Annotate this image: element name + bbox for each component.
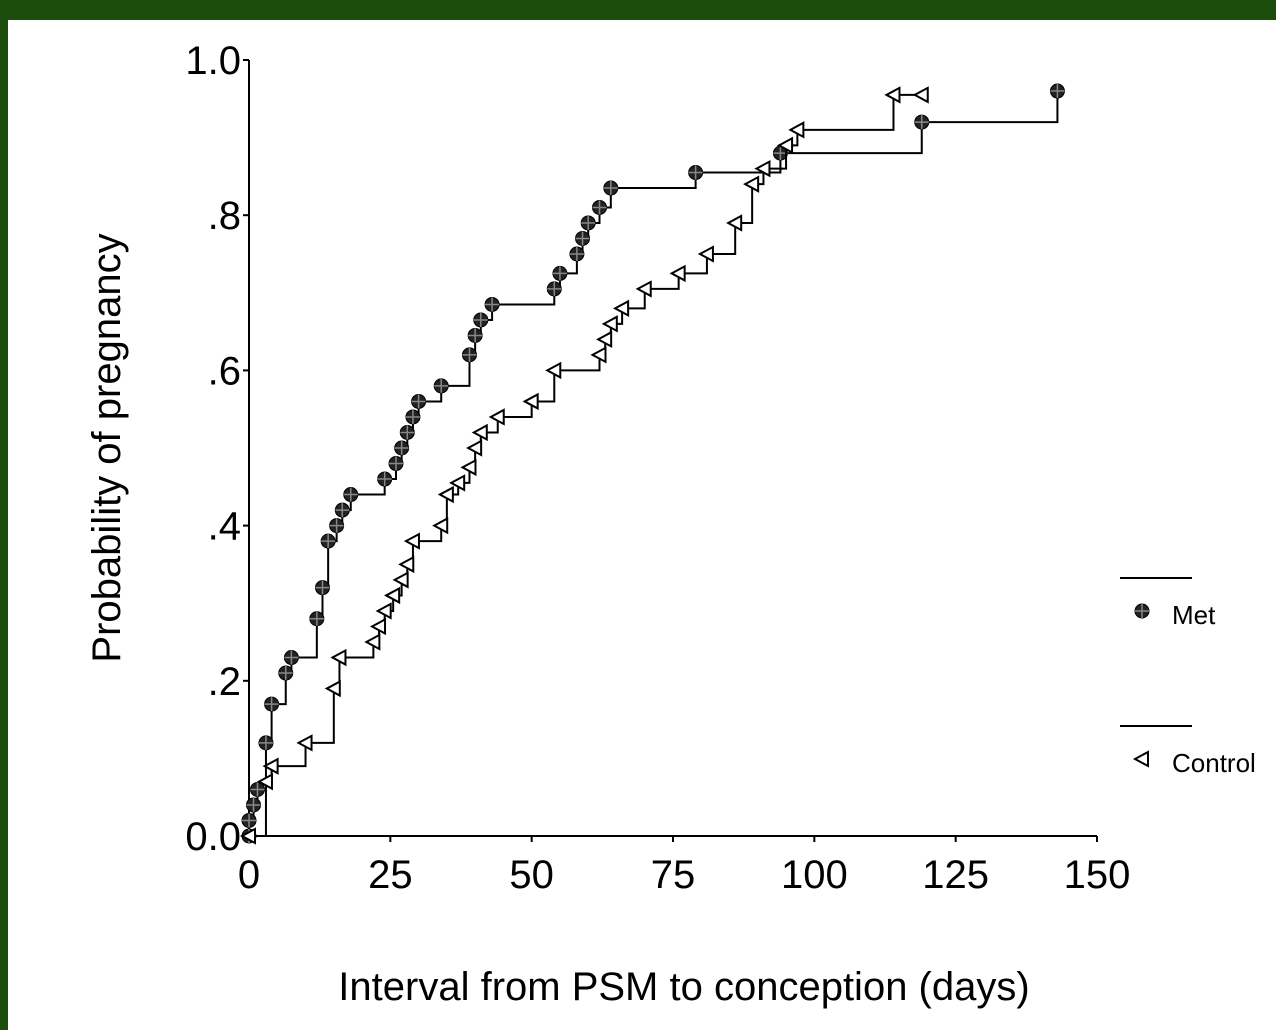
y-tick-label: .8	[208, 194, 241, 238]
marker	[369, 617, 387, 636]
marker	[635, 280, 652, 298]
marker	[433, 378, 449, 394]
step-line	[249, 93, 922, 837]
marker	[330, 648, 347, 667]
legend-marker	[1134, 603, 1150, 619]
marker	[384, 586, 401, 605]
marker	[473, 312, 489, 328]
marker	[754, 159, 771, 178]
marker	[914, 114, 930, 130]
marker	[329, 518, 345, 534]
marker	[484, 296, 500, 312]
y-tick-label: 1.0	[185, 39, 241, 83]
legend-label: Control	[1172, 748, 1256, 778]
marker	[334, 502, 350, 518]
marker	[399, 424, 415, 440]
x-tick-label: 75	[651, 853, 696, 897]
y-tick-label: .6	[208, 349, 241, 393]
legend-label: Met	[1172, 600, 1216, 630]
x-tick-label: 50	[509, 853, 554, 897]
marker	[743, 175, 760, 193]
marker	[460, 458, 477, 477]
marker	[522, 392, 539, 411]
x-tick-label: 0	[238, 853, 260, 897]
marker	[324, 679, 341, 698]
marker	[432, 516, 449, 535]
marker	[249, 781, 265, 797]
marker	[466, 439, 483, 457]
marker	[314, 580, 330, 596]
x-axis-label: Interval from PSM to conception (days)	[338, 965, 1029, 1009]
marker	[575, 230, 591, 246]
marker	[364, 633, 381, 651]
marker	[283, 650, 299, 666]
marker	[788, 121, 805, 139]
y-tick-label: .2	[208, 660, 241, 704]
marker	[471, 423, 488, 442]
marker	[375, 602, 392, 620]
marker	[776, 136, 794, 155]
marker	[239, 827, 256, 845]
marker	[669, 264, 686, 283]
marker	[545, 361, 562, 380]
marker	[343, 487, 359, 503]
marker	[392, 571, 409, 589]
step-line	[248, 91, 1059, 836]
y-tick-label: 0.0	[185, 815, 241, 859]
marker	[398, 555, 415, 574]
marker	[246, 797, 262, 813]
x-tick-label: 125	[922, 853, 989, 897]
marker	[726, 214, 743, 232]
x-tick-label: 100	[781, 853, 848, 897]
marker	[1049, 83, 1065, 99]
marker	[590, 346, 607, 364]
legend-marker	[1132, 750, 1149, 768]
marker	[264, 696, 280, 712]
marker	[388, 456, 404, 472]
marker	[596, 330, 613, 349]
marker	[449, 474, 466, 492]
marker	[256, 773, 273, 791]
marker	[546, 281, 562, 297]
marker	[258, 735, 274, 751]
marker	[592, 199, 608, 215]
marker	[405, 409, 421, 425]
marker	[613, 299, 630, 317]
marker	[241, 812, 257, 828]
marker	[569, 246, 585, 262]
marker	[488, 408, 505, 426]
marker	[394, 440, 410, 456]
marker	[437, 485, 454, 504]
marker	[601, 315, 618, 333]
marker	[467, 327, 483, 343]
marker	[403, 532, 420, 550]
marker	[296, 734, 313, 752]
marker	[697, 245, 714, 263]
marker	[912, 86, 929, 104]
marker	[603, 180, 619, 196]
marker	[377, 471, 393, 487]
marker	[884, 86, 901, 104]
marker	[552, 265, 568, 281]
marker	[411, 393, 427, 409]
marker	[278, 665, 294, 681]
marker	[309, 611, 325, 627]
marker	[320, 533, 336, 549]
y-tick-label: .4	[208, 505, 241, 549]
x-tick-label: 150	[1064, 853, 1131, 897]
marker	[461, 347, 477, 363]
marker	[688, 165, 704, 181]
y-axis-label: Probability of pregnancy	[85, 233, 129, 662]
marker	[580, 215, 596, 231]
marker	[262, 757, 279, 775]
x-tick-label: 25	[368, 853, 413, 897]
